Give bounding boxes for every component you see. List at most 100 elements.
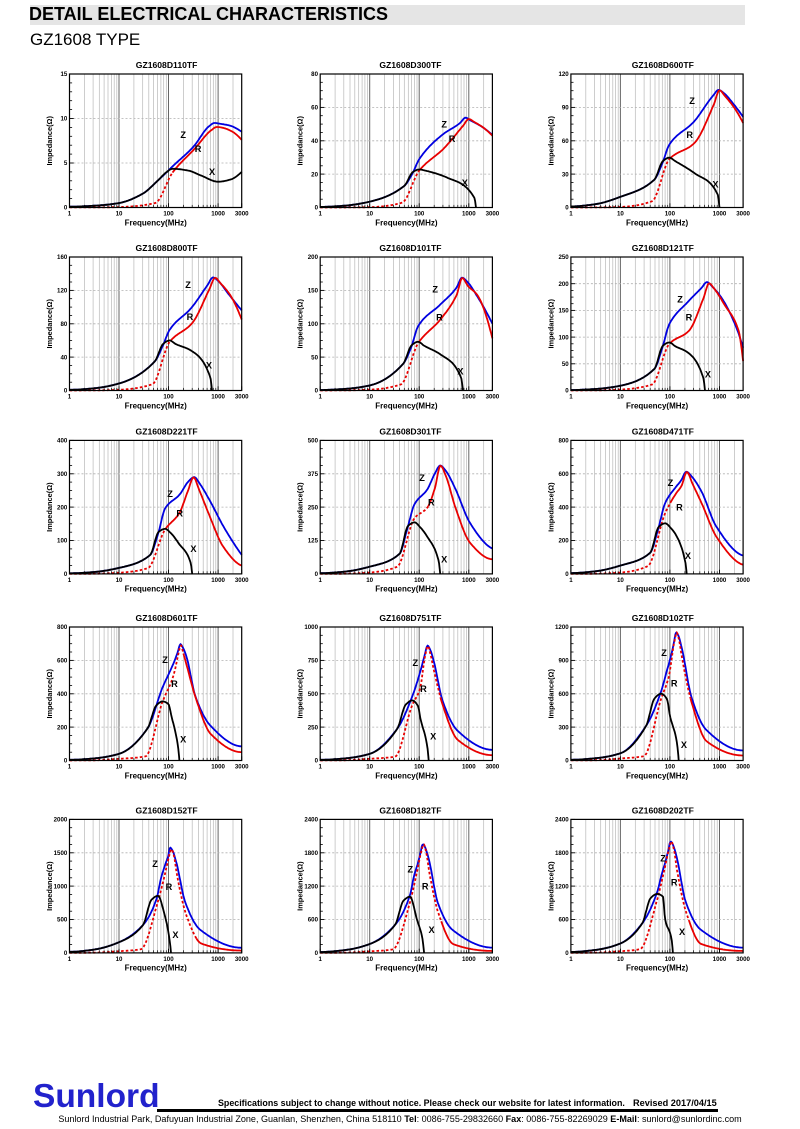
svg-text:800: 800 [57,624,68,631]
svg-text:GZ1608D471TF: GZ1608D471TF [632,427,694,437]
svg-text:Frequency(MHz): Frequency(MHz) [626,401,689,410]
svg-text:GZ1608D152TF: GZ1608D152TF [136,806,198,816]
svg-text:3000: 3000 [235,764,249,771]
svg-text:X: X [462,178,469,188]
svg-text:Impedance(Ω): Impedance(Ω) [546,669,555,719]
svg-text:1000: 1000 [713,211,727,218]
svg-text:Z: Z [689,96,695,106]
svg-text:1000: 1000 [713,394,727,401]
svg-text:100: 100 [163,577,174,584]
svg-text:Impedance(Ω): Impedance(Ω) [296,482,305,532]
svg-text:R: R [671,678,678,688]
svg-text:1000: 1000 [54,883,68,890]
svg-text:300: 300 [57,471,68,478]
svg-text:400: 400 [57,438,68,445]
svg-text:Frequency(MHz): Frequency(MHz) [626,218,689,227]
svg-text:1000: 1000 [462,956,476,963]
svg-text:X: X [430,731,437,741]
svg-text:1: 1 [569,764,573,771]
svg-text:GZ1608D110TF: GZ1608D110TF [136,60,198,70]
svg-text:Impedance(Ω): Impedance(Ω) [45,116,54,166]
svg-text:R: R [171,679,178,689]
svg-text:100: 100 [665,764,676,771]
svg-text:1: 1 [318,764,322,771]
svg-text:1: 1 [68,577,72,584]
svg-text:1000: 1000 [211,394,225,401]
svg-text:800: 800 [558,438,569,445]
svg-text:10: 10 [366,764,373,771]
svg-text:GZ1608D121TF: GZ1608D121TF [632,243,694,253]
svg-text:Impedance(Ω): Impedance(Ω) [546,482,555,532]
svg-text:R: R [686,313,693,323]
svg-text:250: 250 [308,724,319,731]
svg-text:100: 100 [665,394,676,401]
svg-text:100: 100 [163,211,174,218]
svg-text:10: 10 [617,764,624,771]
svg-text:0: 0 [565,388,569,395]
svg-text:GZ1608D800TF: GZ1608D800TF [136,243,198,253]
svg-text:Impedance(Ω): Impedance(Ω) [45,299,54,349]
svg-text:1: 1 [318,577,322,584]
svg-text:GZ1608D300TF: GZ1608D300TF [379,60,441,70]
svg-text:Z: Z [185,280,191,290]
svg-text:80: 80 [60,321,67,328]
svg-text:0: 0 [315,950,319,957]
svg-text:1200: 1200 [555,624,569,631]
svg-text:3000: 3000 [736,577,750,584]
svg-text:600: 600 [558,471,569,478]
svg-text:Z: Z [162,655,168,665]
svg-text:1800: 1800 [304,850,318,857]
svg-text:10: 10 [116,577,123,584]
svg-text:1200: 1200 [304,883,318,890]
svg-text:Frequency(MHz): Frequency(MHz) [626,771,689,780]
svg-text:0: 0 [315,571,319,578]
svg-text:900: 900 [558,658,569,665]
svg-text:3000: 3000 [486,577,500,584]
svg-text:80: 80 [311,71,318,78]
svg-text:Frequency(MHz): Frequency(MHz) [125,585,188,594]
svg-text:R: R [686,130,693,140]
svg-text:X: X [429,925,436,935]
svg-text:3000: 3000 [736,956,750,963]
svg-text:1000: 1000 [211,211,225,218]
svg-text:Frequency(MHz): Frequency(MHz) [626,585,689,594]
svg-text:GZ1608D202TF: GZ1608D202TF [632,806,694,816]
svg-text:Frequency(MHz): Frequency(MHz) [375,585,438,594]
svg-text:Z: Z [668,478,674,488]
svg-text:0: 0 [565,758,569,765]
svg-text:250: 250 [558,254,569,261]
svg-text:1000: 1000 [462,764,476,771]
svg-text:Z: Z [412,658,418,668]
svg-text:10: 10 [116,394,123,401]
svg-text:0: 0 [64,571,68,578]
svg-text:X: X [679,927,686,937]
svg-text:Impedance(Ω): Impedance(Ω) [296,669,305,719]
svg-text:10: 10 [617,394,624,401]
svg-text:3000: 3000 [486,394,500,401]
svg-text:1000: 1000 [713,956,727,963]
svg-text:3000: 3000 [736,764,750,771]
svg-text:X: X [712,180,719,190]
svg-text:R: R [449,134,456,144]
svg-text:R: R [422,881,429,891]
svg-text:100: 100 [665,577,676,584]
svg-text:160: 160 [57,254,68,261]
svg-text:Impedance(Ω): Impedance(Ω) [45,861,54,911]
svg-text:Frequency(MHz): Frequency(MHz) [375,218,438,227]
svg-text:Frequency(MHz): Frequency(MHz) [375,964,438,973]
svg-text:10: 10 [617,956,624,963]
svg-text:X: X [457,367,464,377]
svg-text:10: 10 [366,211,373,218]
svg-text:1500: 1500 [54,850,68,857]
svg-text:500: 500 [57,917,68,924]
svg-text:200: 200 [57,504,68,511]
svg-text:R: R [676,502,683,512]
svg-text:1000: 1000 [462,211,476,218]
svg-text:3000: 3000 [736,394,750,401]
svg-text:1200: 1200 [555,883,569,890]
svg-text:GZ1608D101TF: GZ1608D101TF [379,243,441,253]
svg-text:2400: 2400 [304,817,318,824]
svg-text:Frequency(MHz): Frequency(MHz) [125,401,188,410]
svg-text:GZ1608D301TF: GZ1608D301TF [379,427,441,437]
svg-text:Impedance(Ω): Impedance(Ω) [45,482,54,532]
